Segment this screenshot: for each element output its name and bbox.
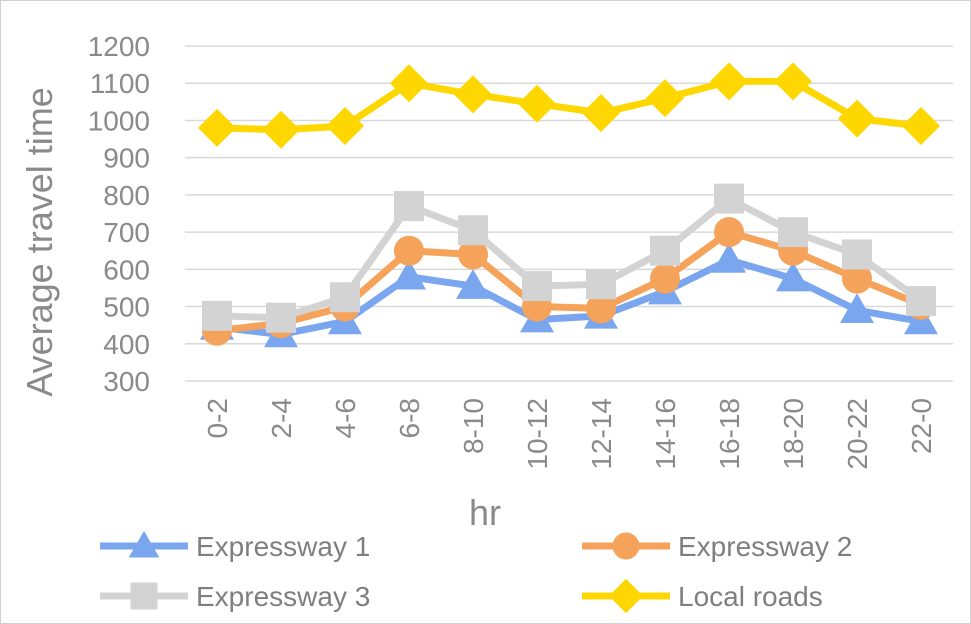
y-tick-label: 1000 [88,105,150,136]
y-tick-label: 900 [103,143,150,174]
data-point [522,271,552,302]
data-point [458,215,488,246]
series-layer [198,62,940,348]
y-tick-label: 600 [103,254,150,285]
x-tick-label: 4-6 [330,398,361,438]
series-line [216,77,922,134]
data-point [586,293,616,324]
y-tick-label: 300 [103,366,150,397]
legend: Expressway 1 Expressway 2 Expressway 3 Loca… [100,530,852,614]
data-point [330,282,360,313]
x-tick-labels: 0-2 2-4 4-6 6-8 8-10 10-12 12-14 14-16 16-18 18-2… [202,398,937,470]
y-tick-label: 700 [103,217,150,248]
legend-item: Expressway 3 [100,581,370,612]
series-local-roads [198,62,940,149]
y-tick-label: 500 [103,292,150,323]
data-point [582,94,620,132]
data-point [394,235,424,266]
x-tick-label: 22-0 [906,398,937,454]
data-point [776,261,810,292]
data-point [842,263,872,294]
data-point [518,84,556,123]
legend-label: Expressway 3 [196,581,370,612]
data-point [840,293,874,324]
data-point [710,62,748,101]
x-tick-label: 0-2 [202,398,233,438]
legend-marker [608,578,644,614]
legend-marker [612,532,640,560]
data-point [646,79,684,118]
y-tick-label: 1200 [88,31,150,62]
data-point [906,285,936,316]
y-tick-label: 400 [103,329,150,360]
series-expressway-1 [200,243,938,348]
x-tick-label: 14-16 [650,398,681,470]
legend-item: Expressway 1 [100,530,370,562]
data-point [262,110,300,149]
data-point [712,243,746,273]
data-point [390,64,428,103]
data-point [586,269,616,300]
data-point [198,108,236,147]
data-point [202,300,232,331]
data-point [454,75,492,114]
x-tick-label: 10-12 [522,398,553,470]
y-tick-label: 1100 [90,68,150,99]
legend-item: Local roads [582,578,823,614]
data-point [458,239,488,270]
y-tick-label: 800 [103,180,150,211]
x-tick-label: 2-4 [266,398,297,438]
data-point [326,107,364,146]
y-tick-labels: 300 400 500 600 700 800 900 1000 1100 1200 [88,31,150,397]
data-point [902,107,940,146]
data-point [394,191,424,222]
y-axis-title: Average travel time [19,87,60,396]
data-point [778,217,808,248]
data-point [266,302,296,333]
data-point [650,235,680,266]
series-line [216,256,922,338]
gridlines [185,45,953,382]
legend-marker [128,530,160,558]
x-axis-title: hr [469,492,501,533]
x-tick-label: 20-22 [842,398,873,470]
legend-label: Expressway 1 [196,531,370,562]
data-point [714,217,744,248]
x-tick-label: 6-8 [394,398,425,438]
data-point [838,99,876,138]
data-point [774,62,812,101]
x-tick-label: 16-18 [714,398,745,470]
legend-marker [130,582,158,610]
data-point [456,269,490,299]
data-point [842,239,872,270]
x-tick-label: 18-20 [778,398,809,470]
x-tick-label: 8-10 [458,398,489,454]
legend-item: Expressway 2 [582,531,852,562]
legend-label: Local roads [678,581,823,612]
data-point [650,263,680,294]
x-tick-label: 12-14 [586,398,617,470]
data-point [392,259,426,290]
data-point [714,183,744,214]
series-expressway-3 [202,183,936,333]
legend-label: Expressway 2 [678,531,852,562]
